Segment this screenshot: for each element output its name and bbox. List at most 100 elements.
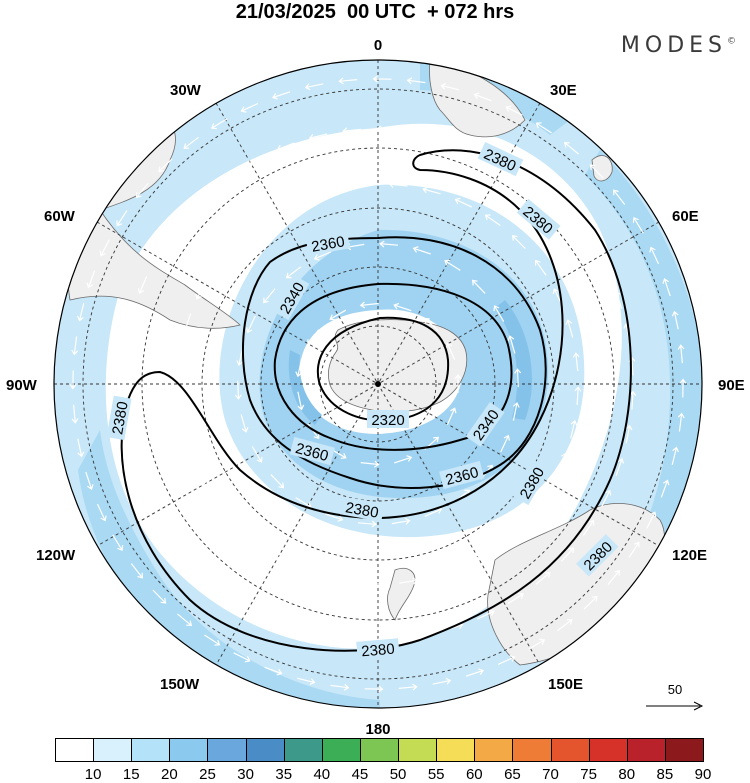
wind-arrow (558, 452, 568, 471)
wind-arrow (171, 218, 184, 235)
copyright-mark: © (727, 36, 736, 47)
longitude-labels: 0 180 90W 90E 30W 60W 30E 60E 120W 150W … (6, 37, 745, 738)
wind-arrow (632, 216, 644, 234)
wind-arrow (628, 541, 640, 558)
map-border (53, 59, 703, 709)
colorbar-swatch (436, 738, 476, 762)
colorbar-tick-label: 50 (389, 766, 407, 783)
contour-label: 2380 (361, 641, 396, 661)
wind-arrow (677, 344, 685, 364)
lon-label-120e: 120E (672, 547, 707, 564)
wind-arrow (493, 305, 505, 322)
wind-arrow (139, 475, 149, 494)
wind-arrow (534, 182, 550, 196)
wind-arrow (357, 520, 377, 528)
wind-arrow (304, 83, 324, 91)
wind-arrow (454, 374, 462, 393)
wind-arrow (446, 407, 457, 426)
wind-arrow (270, 474, 285, 489)
wind-arrow (321, 186, 340, 195)
wind-arrow (242, 531, 258, 544)
lon-label-120w: 120W (36, 547, 76, 564)
wind-arrow (96, 503, 107, 522)
wind-arrow (613, 290, 623, 309)
wind-arrow (560, 205, 574, 220)
lon-label-60w: 60W (44, 208, 76, 225)
colorbar-swatch (283, 738, 323, 762)
wind-arrow (625, 424, 633, 444)
africa (429, 61, 526, 138)
wind-arrow (77, 302, 85, 322)
colorbar-tick-label: 60 (465, 766, 483, 783)
colorbar-swatch (93, 738, 133, 762)
wind-arrow (445, 342, 456, 360)
wind-arrow (127, 308, 135, 327)
wind-arrow (246, 315, 256, 334)
wind-arrow (276, 142, 295, 152)
colorbar-tick-label: 20 (161, 766, 178, 783)
wind-arrow (130, 563, 143, 579)
wind-arrow (85, 471, 94, 491)
lon-label-90e: 90E (718, 377, 745, 394)
colorbar-swatch (512, 738, 552, 762)
wind-arrow (179, 413, 187, 433)
wind-arrow (175, 346, 183, 365)
wind-arrow (671, 310, 679, 330)
wind-arrow (677, 412, 685, 432)
colorbar (55, 738, 704, 762)
wind-arrow (278, 618, 297, 628)
colorbar-swatch (398, 738, 438, 762)
wind-arrow (589, 164, 604, 179)
wind-arrow (71, 336, 79, 356)
wind-arrow (507, 592, 524, 605)
wind-arrow (505, 105, 523, 116)
wind-arrow (343, 634, 363, 642)
chart-title: 21/03/2025 00 UTC + 072 hrs (235, 1, 515, 23)
wind-arrow (528, 638, 546, 650)
wind-arrow (204, 634, 221, 646)
wind-band-strong-2 (585, 150, 702, 630)
wind-arrow (129, 442, 137, 462)
wind-arrow (432, 568, 451, 578)
colorbar-tick-label: 85 (656, 766, 674, 783)
wind-arrow (519, 511, 533, 526)
contour-2380-outer (120, 149, 632, 652)
lon-label-150e: 150E (548, 676, 583, 693)
wind-arrow (391, 517, 411, 525)
wind-arrow (365, 580, 385, 588)
wind-arrow (535, 259, 547, 276)
madagascar (591, 155, 613, 182)
wind-arrow (137, 276, 148, 295)
reference-vector-label: 50 (668, 682, 682, 697)
wind-arrow (572, 352, 580, 372)
wind-arrow (263, 288, 276, 304)
wind-arrow (338, 77, 358, 85)
wind-arrow (153, 506, 165, 523)
wind-arrow (218, 173, 235, 185)
wind-arrow (247, 602, 265, 614)
wind-arrow (193, 194, 208, 208)
contour-2340 (273, 282, 513, 451)
wind-arrow (444, 259, 461, 271)
contour-2360 (241, 236, 547, 489)
wind-arrow (560, 547, 575, 562)
wind-arrow (342, 127, 362, 135)
contour-labels: 2380 2380 2380 2380 2380 2380 2380 2360 … (106, 142, 619, 661)
wind-arrow (210, 118, 228, 130)
colorbar-swatch (664, 738, 704, 762)
wind-arrow (325, 513, 344, 522)
wind-arrow (177, 613, 193, 627)
wind-arrow (213, 254, 226, 271)
wind-arrow (233, 652, 251, 663)
wind-arrow (615, 457, 625, 476)
colorbar-tick-label: 70 (542, 766, 559, 783)
contour-label: 2380 (109, 400, 132, 436)
contour-label: 2380 (344, 499, 380, 522)
colorbar-tick-label: 30 (237, 766, 254, 783)
wind-arrow (557, 619, 573, 632)
wind-arrow (240, 102, 259, 113)
colorbar-swatch (245, 738, 285, 762)
wind-arrow (99, 239, 110, 257)
wind-arrow (307, 329, 320, 346)
